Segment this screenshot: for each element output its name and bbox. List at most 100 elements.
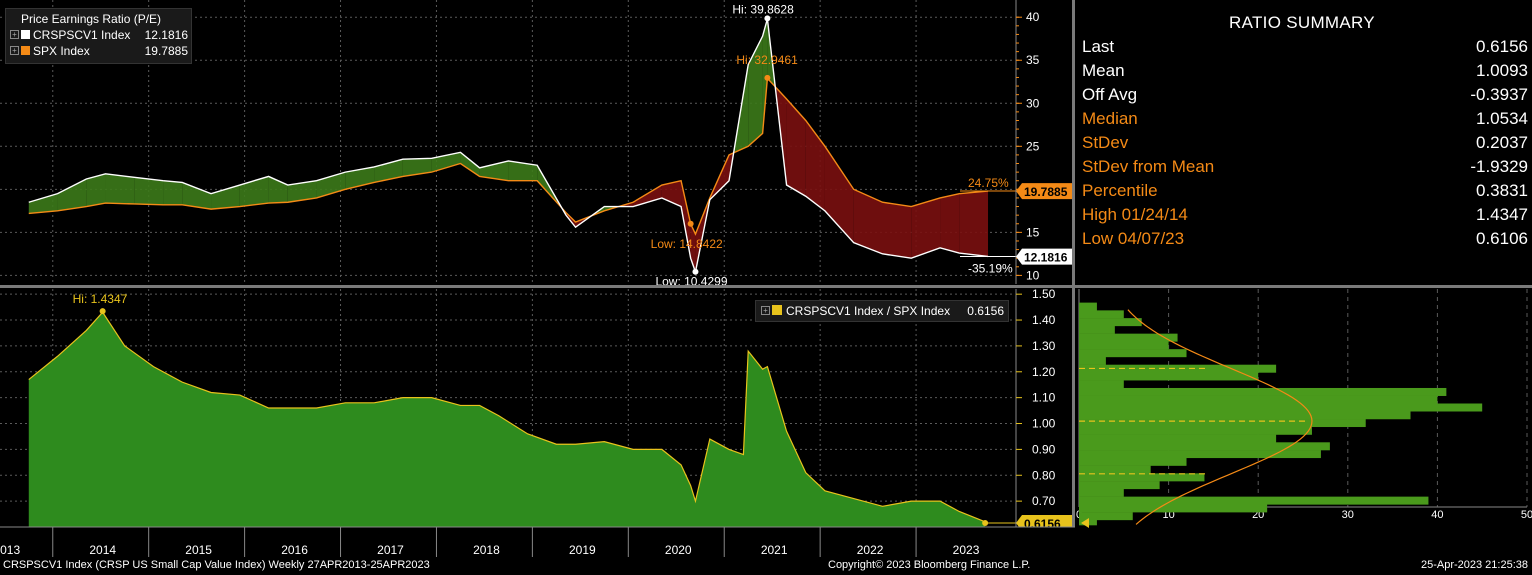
dist-bar [1079, 364, 1277, 373]
y-tick-label: 0.70 [1032, 494, 1056, 508]
summary-row-mean: Mean 1.0093 [1082, 61, 1528, 85]
dist-x-tick-label: 40 [1431, 509, 1443, 521]
footer-security: CRSPSCV1 Index (CRSP US Small Cap Value … [3, 559, 430, 571]
spread-fill [57, 179, 87, 211]
legend-swatch-yellow [772, 305, 782, 315]
dist-bar [1079, 481, 1160, 490]
dist-bar [1079, 465, 1151, 474]
dist-bar [1079, 496, 1429, 505]
dist-bar [1079, 333, 1178, 342]
footer-copyright: Copyright© 2023 Bloomberg Finance L.P. [828, 559, 1031, 571]
spread-fill [479, 160, 509, 181]
ratio-summary: RATIO SUMMARY Last 0.6156 Mean 1.0093 Off … [1076, 8, 1528, 278]
spread-fill [287, 180, 317, 203]
annotation-pct-spx: 24.75% [968, 176, 1009, 190]
y-tick-label: 15 [1026, 225, 1040, 239]
summary-label: High 01/24/14 [1082, 205, 1188, 224]
x-tick-label: 2019 [569, 543, 596, 557]
spread-fill [940, 193, 960, 254]
dist-bar [1079, 372, 1259, 381]
dist-last-marker [1081, 517, 1089, 528]
y-tick-label: 25 [1026, 139, 1040, 153]
y-tick-label: 1.40 [1032, 313, 1056, 327]
legend-value: 19.7885 [144, 44, 188, 58]
x-tick-label: 2021 [761, 543, 788, 557]
summary-value: 0.6156 [1476, 37, 1528, 56]
pe-legend: Price Earnings Ratio (P/E) + CRSPSCV1 In… [5, 8, 192, 64]
y-tick-label: 1.10 [1032, 391, 1056, 405]
dist-bar [1079, 387, 1447, 396]
spread-fill [748, 36, 763, 147]
dist-bar [1079, 318, 1142, 327]
y-tick-label: 35 [1026, 53, 1040, 67]
legend-item-spx[interactable]: + SPX Index 19.7885 [10, 44, 190, 59]
summary-row-last: Last 0.6156 [1082, 37, 1528, 61]
summary-label: Low 04/07/23 [1082, 229, 1185, 248]
spread-fill [211, 185, 240, 210]
summary-row-stdev-from-mean: StDev from Mean -1.9329 [1082, 157, 1528, 181]
spread-fill [182, 182, 212, 210]
spread-fill [633, 185, 662, 207]
low-marker-orange [687, 220, 694, 227]
dist-bar [1079, 349, 1187, 358]
x-tick-label: 2017 [377, 543, 404, 557]
spx-last-tag [1016, 183, 1072, 200]
expand-icon[interactable]: + [761, 306, 770, 315]
summary-label: Off Avg [1082, 85, 1138, 104]
spread-fill [86, 173, 106, 207]
spread-fill [508, 160, 538, 181]
legend-label: SPX Index [33, 44, 90, 58]
spread-fill [316, 172, 346, 198]
spread-fill [460, 152, 480, 177]
legend-item-crspscv1[interactable]: + CRSPSCV1 Index 12.1816 [10, 28, 190, 43]
expand-icon[interactable]: + [10, 30, 19, 39]
annotation-pct-crspscv1: -35.19% [968, 261, 1013, 275]
spread-fill [911, 197, 941, 259]
ratio-line [28, 311, 986, 523]
x-tick-label: 2020 [665, 543, 692, 557]
low-marker-white [692, 268, 699, 275]
spread-fill [105, 173, 135, 204]
spread-fill [402, 158, 432, 177]
dist-bar [1079, 356, 1106, 365]
summary-value: 0.2037 [1476, 133, 1528, 152]
summary-row-median: Median 1.0534 [1082, 109, 1528, 133]
dist-bar [1079, 504, 1268, 513]
legend-label: CRSPSCV1 Index [33, 28, 131, 42]
summary-value: 0.6106 [1476, 229, 1528, 248]
legend-title: Price Earnings Ratio (P/E) [21, 12, 162, 26]
axes: 101520253035400.700.800.901.001.101.201.… [0, 0, 1532, 540]
summary-label: Median [1082, 109, 1138, 128]
y-tick-label: 10 [1026, 268, 1040, 282]
x-tick-label: 2016 [281, 543, 308, 557]
legend-value: 0.6156 [967, 304, 1004, 318]
dist-bar [1079, 457, 1187, 466]
summary-row-percentile: Percentile 0.3831 [1082, 181, 1528, 205]
x-tick-label: 2014 [89, 543, 116, 557]
dist-bar [1079, 426, 1312, 435]
expand-icon[interactable]: + [10, 46, 19, 55]
high-marker-orange [764, 74, 771, 81]
y-tick-label: 0.90 [1032, 442, 1056, 456]
ratio-legend[interactable]: + CRSPSCV1 Index / SPX Index 0.6156 [755, 300, 1009, 322]
spread-fill [959, 191, 989, 257]
dist-bar [1079, 473, 1205, 482]
dist-bar [1079, 434, 1277, 443]
legend-label: CRSPSCV1 Index / SPX Index [786, 304, 951, 318]
x-tick-label: 2015 [185, 543, 212, 557]
x-tick-label: 2018 [473, 543, 500, 557]
x-tick-label: 2013 [0, 543, 20, 557]
summary-label: Percentile [1082, 181, 1158, 200]
dist-bar [1079, 488, 1124, 497]
summary-row-stdev: StDev 0.2037 [1082, 133, 1528, 157]
spread-fill [28, 193, 58, 214]
summary-value: 1.4347 [1476, 205, 1528, 224]
dist-x-tick-label: 30 [1342, 509, 1354, 521]
ratio-high-marker [99, 308, 106, 315]
dist-bar [1079, 310, 1124, 319]
annotation-ratio-hi: Hi: 1.4347 [73, 292, 128, 306]
legend-swatch-white [21, 30, 30, 39]
dist-bar [1079, 380, 1124, 389]
high-marker-white [764, 15, 771, 22]
